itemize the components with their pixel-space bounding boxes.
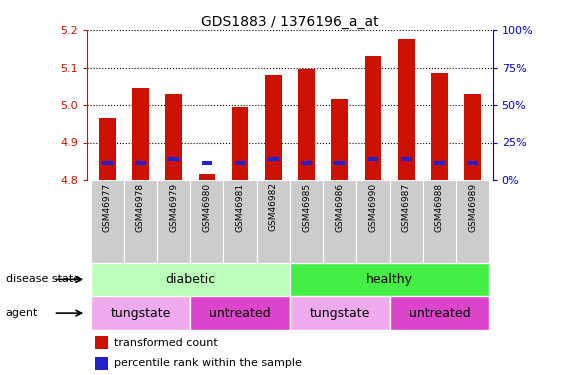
Bar xyxy=(332,99,348,180)
Bar xyxy=(91,262,290,296)
Bar xyxy=(290,262,489,296)
Bar xyxy=(431,73,448,180)
Bar xyxy=(290,296,390,330)
Text: untreated: untreated xyxy=(409,307,470,320)
Text: diabetic: diabetic xyxy=(165,273,216,286)
Bar xyxy=(102,161,113,165)
Bar xyxy=(434,161,445,165)
Bar xyxy=(301,161,312,165)
Bar xyxy=(95,336,108,349)
Bar xyxy=(224,180,257,262)
Bar xyxy=(99,118,115,180)
Bar xyxy=(190,180,224,262)
Bar xyxy=(91,180,124,262)
Bar xyxy=(365,56,381,180)
Text: agent: agent xyxy=(6,308,38,318)
Bar xyxy=(401,158,412,161)
Text: tungstate: tungstate xyxy=(310,307,370,320)
Bar xyxy=(132,88,149,180)
Bar xyxy=(91,296,190,330)
Bar xyxy=(368,158,378,161)
Bar xyxy=(423,180,456,262)
Text: GSM46988: GSM46988 xyxy=(435,183,444,232)
Bar xyxy=(323,180,356,262)
Bar xyxy=(232,107,248,180)
Bar xyxy=(168,158,179,161)
Bar xyxy=(95,357,108,370)
Bar xyxy=(257,180,290,262)
Text: GSM46977: GSM46977 xyxy=(102,183,111,232)
Bar xyxy=(166,94,182,180)
Text: GSM46987: GSM46987 xyxy=(402,183,411,232)
Text: GSM46989: GSM46989 xyxy=(468,183,477,232)
Bar xyxy=(290,180,323,262)
Title: GDS1883 / 1376196_a_at: GDS1883 / 1376196_a_at xyxy=(201,15,379,29)
Text: GSM46978: GSM46978 xyxy=(136,183,145,232)
Bar xyxy=(157,180,190,262)
Text: GSM46982: GSM46982 xyxy=(269,183,278,231)
Bar xyxy=(398,39,414,180)
Bar xyxy=(135,161,146,165)
Bar xyxy=(464,94,481,180)
Text: GSM46985: GSM46985 xyxy=(302,183,311,232)
Bar xyxy=(190,296,290,330)
Text: disease state: disease state xyxy=(6,274,80,284)
Text: GSM46979: GSM46979 xyxy=(169,183,178,232)
Bar xyxy=(298,69,315,180)
Text: untreated: untreated xyxy=(209,307,271,320)
Bar xyxy=(199,174,215,180)
Bar xyxy=(124,180,157,262)
Bar xyxy=(456,180,489,262)
Bar xyxy=(334,161,345,165)
Text: percentile rank within the sample: percentile rank within the sample xyxy=(114,358,302,368)
Bar xyxy=(202,161,212,165)
Bar xyxy=(467,161,478,165)
Bar xyxy=(390,180,423,262)
Bar xyxy=(390,296,489,330)
Text: tungstate: tungstate xyxy=(110,307,171,320)
Text: GSM46981: GSM46981 xyxy=(235,183,244,232)
Text: GSM46990: GSM46990 xyxy=(369,183,378,232)
Text: GSM46980: GSM46980 xyxy=(202,183,211,232)
Text: transformed count: transformed count xyxy=(114,338,217,348)
Text: healthy: healthy xyxy=(366,273,413,286)
Bar xyxy=(356,180,390,262)
Text: GSM46986: GSM46986 xyxy=(336,183,345,232)
Bar xyxy=(265,75,282,180)
Bar xyxy=(235,161,245,165)
Bar xyxy=(268,158,279,161)
